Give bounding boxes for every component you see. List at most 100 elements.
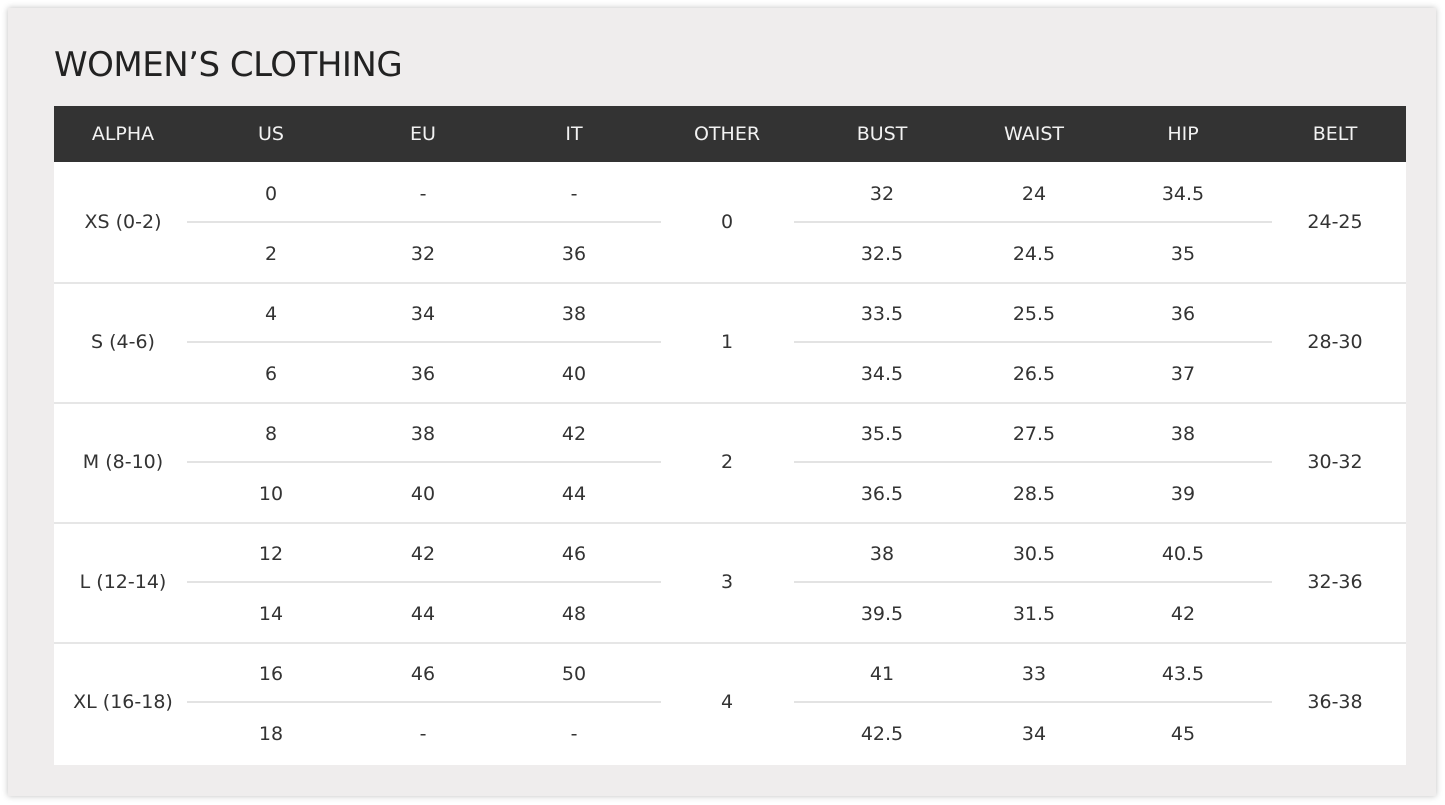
other-size-cell: 1 bbox=[720, 331, 734, 353]
bust-cell: 36.5 bbox=[860, 483, 904, 505]
header-bust: BUST bbox=[856, 123, 908, 145]
sub-row-divider bbox=[794, 221, 1272, 223]
belt-size-cell: 36-38 bbox=[1307, 691, 1363, 713]
row-divider bbox=[54, 282, 1406, 284]
it-cell: 42 bbox=[561, 423, 587, 445]
it-cell: 40 bbox=[561, 363, 587, 385]
sub-row-divider bbox=[794, 341, 1272, 343]
belt-size-cell: 30-32 bbox=[1307, 451, 1363, 473]
alpha-size-cell: XS (0-2) bbox=[84, 211, 162, 233]
bust-cell: 34.5 bbox=[860, 363, 904, 385]
other-size-cell: 4 bbox=[720, 691, 734, 713]
hip-cell: 43.5 bbox=[1161, 663, 1205, 685]
header-other: OTHER bbox=[693, 123, 761, 145]
hip-cell: 45 bbox=[1170, 723, 1196, 745]
alpha-size-cell: XL (16-18) bbox=[73, 691, 173, 713]
page-title: WOMEN’S CLOTHING bbox=[54, 45, 403, 85]
waist-cell: 26.5 bbox=[1012, 363, 1056, 385]
us-cell: 8 bbox=[264, 423, 278, 445]
it-cell: - bbox=[570, 183, 578, 205]
header-eu: EU bbox=[410, 123, 436, 145]
belt-size-cell: 32-36 bbox=[1307, 571, 1363, 593]
hip-cell: 36 bbox=[1170, 303, 1196, 325]
eu-cell: 36 bbox=[410, 363, 436, 385]
sub-row-divider bbox=[187, 581, 661, 583]
us-cell: 16 bbox=[258, 663, 284, 685]
waist-cell: 24.5 bbox=[1012, 243, 1056, 265]
size-chart-card: WOMEN’S CLOTHING ALPHA US EU IT OTHER BUST WAI… bbox=[8, 8, 1436, 796]
it-cell: 38 bbox=[561, 303, 587, 325]
alpha-size-cell: M (8-10) bbox=[82, 451, 164, 473]
waist-cell: 25.5 bbox=[1012, 303, 1056, 325]
hip-cell: 40.5 bbox=[1161, 543, 1205, 565]
hip-cell: 37 bbox=[1170, 363, 1196, 385]
table-header: ALPHA US EU IT OTHER BUST WAIST HIP BELT bbox=[54, 106, 1406, 162]
other-size-cell: 3 bbox=[720, 571, 734, 593]
header-hip: HIP bbox=[1167, 123, 1199, 145]
bust-cell: 42.5 bbox=[860, 723, 904, 745]
sub-row-divider bbox=[187, 221, 661, 223]
header-alpha: ALPHA bbox=[91, 123, 155, 145]
eu-cell: - bbox=[419, 183, 427, 205]
sub-row-divider bbox=[187, 461, 661, 463]
eu-cell: - bbox=[419, 723, 427, 745]
size-group-row: XS (0-2) 0 24-25 0 - - 32 24 34.5 2 32 36 32.5 24.5 35 bbox=[54, 162, 1406, 282]
it-cell: 50 bbox=[561, 663, 587, 685]
bust-cell: 41 bbox=[869, 663, 895, 685]
hip-cell: 42 bbox=[1170, 603, 1196, 625]
it-cell: 48 bbox=[561, 603, 587, 625]
bust-cell: 38 bbox=[869, 543, 895, 565]
sub-row-divider bbox=[187, 701, 661, 703]
us-cell: 0 bbox=[264, 183, 278, 205]
us-cell: 2 bbox=[264, 243, 278, 265]
hip-cell: 39 bbox=[1170, 483, 1196, 505]
row-divider bbox=[54, 402, 1406, 404]
alpha-size-cell: S (4-6) bbox=[91, 331, 155, 353]
sub-row-divider bbox=[187, 341, 661, 343]
eu-cell: 38 bbox=[410, 423, 436, 445]
waist-cell: 24 bbox=[1021, 183, 1047, 205]
hip-cell: 35 bbox=[1170, 243, 1196, 265]
waist-cell: 30.5 bbox=[1012, 543, 1056, 565]
us-cell: 18 bbox=[258, 723, 284, 745]
eu-cell: 46 bbox=[410, 663, 436, 685]
other-size-cell: 2 bbox=[720, 451, 734, 473]
hip-cell: 38 bbox=[1170, 423, 1196, 445]
us-cell: 4 bbox=[264, 303, 278, 325]
belt-size-cell: 28-30 bbox=[1307, 331, 1363, 353]
header-it: IT bbox=[565, 123, 583, 145]
sub-row-divider bbox=[794, 701, 1272, 703]
alpha-size-cell: L (12-14) bbox=[79, 571, 167, 593]
other-size-cell: 0 bbox=[720, 211, 734, 233]
size-group-row: S (4-6) 1 28-30 4 34 38 33.5 25.5 36 6 36 40 34.5 26.… bbox=[54, 282, 1406, 402]
belt-size-cell: 24-25 bbox=[1307, 211, 1363, 233]
eu-cell: 34 bbox=[410, 303, 436, 325]
bust-cell: 32.5 bbox=[860, 243, 904, 265]
it-cell: 46 bbox=[561, 543, 587, 565]
row-divider bbox=[54, 642, 1406, 644]
waist-cell: 34 bbox=[1021, 723, 1047, 745]
size-group-row: M (8-10) 2 30-32 8 38 42 35.5 27.5 38 10 40 44 36.5 2… bbox=[54, 402, 1406, 522]
it-cell: 36 bbox=[561, 243, 587, 265]
hip-cell: 34.5 bbox=[1161, 183, 1205, 205]
header-waist: WAIST bbox=[1003, 123, 1065, 145]
eu-cell: 42 bbox=[410, 543, 436, 565]
eu-cell: 32 bbox=[410, 243, 436, 265]
eu-cell: 40 bbox=[410, 483, 436, 505]
size-group-row: XL (16-18) 4 36-38 16 46 50 41 33 43.5 18 - - 42.5 34… bbox=[54, 642, 1406, 762]
header-belt: BELT bbox=[1312, 123, 1358, 145]
us-cell: 10 bbox=[258, 483, 284, 505]
row-divider bbox=[54, 522, 1406, 524]
bust-cell: 33.5 bbox=[860, 303, 904, 325]
bust-cell: 39.5 bbox=[860, 603, 904, 625]
it-cell: 44 bbox=[561, 483, 587, 505]
sub-row-divider bbox=[794, 461, 1272, 463]
us-cell: 6 bbox=[264, 363, 278, 385]
waist-cell: 28.5 bbox=[1012, 483, 1056, 505]
size-table: ALPHA US EU IT OTHER BUST WAIST HIP BELT XS (0-2… bbox=[54, 106, 1406, 765]
waist-cell: 27.5 bbox=[1012, 423, 1056, 445]
bust-cell: 35.5 bbox=[860, 423, 904, 445]
bust-cell: 32 bbox=[869, 183, 895, 205]
sub-row-divider bbox=[794, 581, 1272, 583]
waist-cell: 31.5 bbox=[1012, 603, 1056, 625]
